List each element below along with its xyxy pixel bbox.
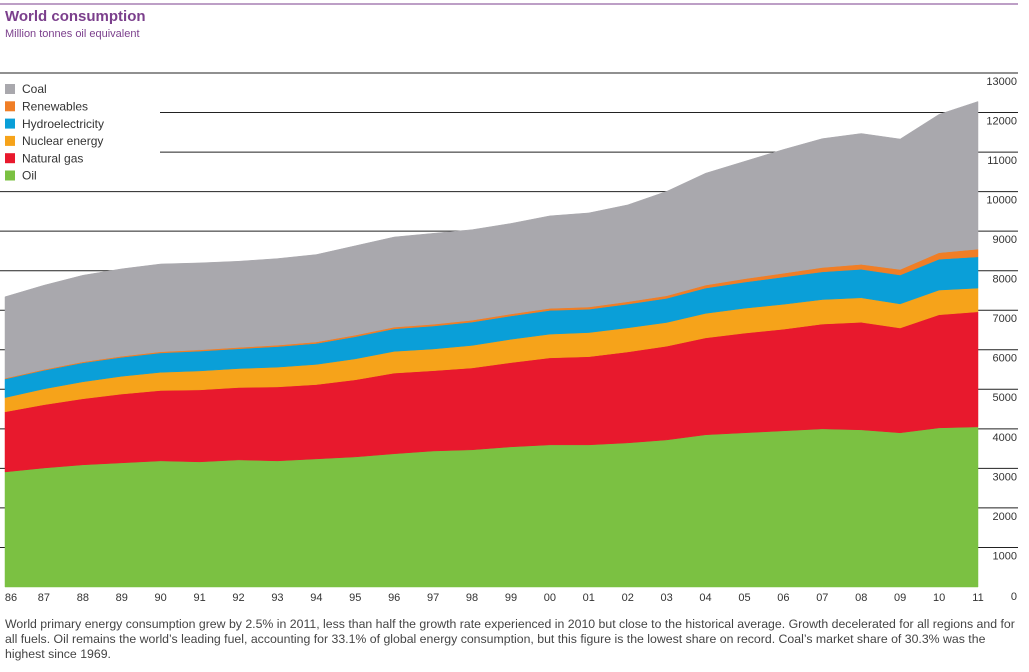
- y-tick-label: 7000: [993, 313, 1017, 325]
- x-tick-label: 98: [466, 592, 478, 604]
- x-tick-label: 06: [777, 592, 789, 604]
- y-tick-label: 13000: [986, 76, 1017, 88]
- x-tick-label: 08: [855, 592, 867, 604]
- areas: [4, 101, 979, 588]
- legend-label: Coal: [22, 82, 47, 96]
- x-tick-label: 86: [5, 592, 17, 604]
- chart: World consumption Million tonnes oil equ…: [0, 3, 1018, 604]
- y-tick-label: 8000: [993, 274, 1017, 286]
- y-tick-label: 0: [1011, 591, 1017, 603]
- x-tick-label: 89: [116, 592, 128, 604]
- x-tick-label: 87: [38, 592, 50, 604]
- legend-label: Natural gas: [22, 151, 83, 165]
- x-tick-label: 88: [77, 592, 89, 604]
- x-tick-label: 02: [622, 592, 634, 604]
- x-tick-label: 99: [505, 592, 517, 604]
- x-tick-label: 92: [232, 592, 244, 604]
- legend-swatch: [5, 170, 15, 181]
- x-tick-label: 90: [155, 592, 167, 604]
- x-tick-label: 97: [427, 592, 439, 604]
- legend-label: Hydroelectricity: [22, 117, 104, 131]
- legend-swatch: [5, 153, 15, 164]
- y-tick-label: 2000: [993, 511, 1017, 523]
- x-tick-label: 03: [661, 592, 673, 604]
- y-tick-label: 9000: [993, 234, 1017, 246]
- y-tick-label: 6000: [993, 353, 1017, 365]
- y-tick-label: 11000: [987, 155, 1017, 167]
- x-tick-label: 01: [583, 592, 595, 604]
- x-tick-label: 05: [738, 592, 750, 604]
- legend-swatch: [5, 135, 15, 146]
- y-tick-label: 1000: [993, 550, 1017, 562]
- x-tick-label: 95: [349, 592, 361, 604]
- x-tick-label: 93: [271, 592, 283, 604]
- chart-title: World consumption: [5, 8, 146, 25]
- y-tick-label: 12000: [986, 115, 1017, 127]
- caption: World primary energy consumption grew by…: [5, 617, 1015, 661]
- x-tick-label: 09: [894, 592, 906, 604]
- x-tick-label: 91: [193, 592, 205, 604]
- legend: Coal Renewables Hydroelectricity Nuclear en…: [5, 82, 104, 183]
- legend-swatch: [5, 118, 15, 129]
- x-tick-label: 10: [933, 592, 945, 604]
- x-tick-label: 96: [388, 592, 400, 604]
- legend-swatch: [5, 84, 15, 94]
- x-tick-label: 94: [310, 592, 322, 604]
- legend-swatch: [5, 101, 15, 112]
- x-tick-label: 04: [699, 592, 711, 604]
- legend-label: Oil: [22, 169, 37, 183]
- legend-label: Renewables: [22, 99, 88, 113]
- x-tick-label: 11: [972, 592, 983, 604]
- chart-subtitle: Million tonnes oil equivalent: [5, 28, 140, 40]
- legend-label: Nuclear energy: [22, 134, 103, 148]
- y-tick-label: 10000: [986, 195, 1017, 207]
- x-tick-label: 07: [816, 592, 828, 604]
- y-tick-label: 5000: [993, 392, 1017, 404]
- y-tick-label: 3000: [993, 471, 1017, 483]
- x-tick-label: 00: [544, 592, 556, 604]
- y-tick-label: 4000: [993, 432, 1017, 444]
- area: [4, 101, 979, 379]
- axes: 0100020003000400050006000700080009000100…: [5, 76, 1017, 604]
